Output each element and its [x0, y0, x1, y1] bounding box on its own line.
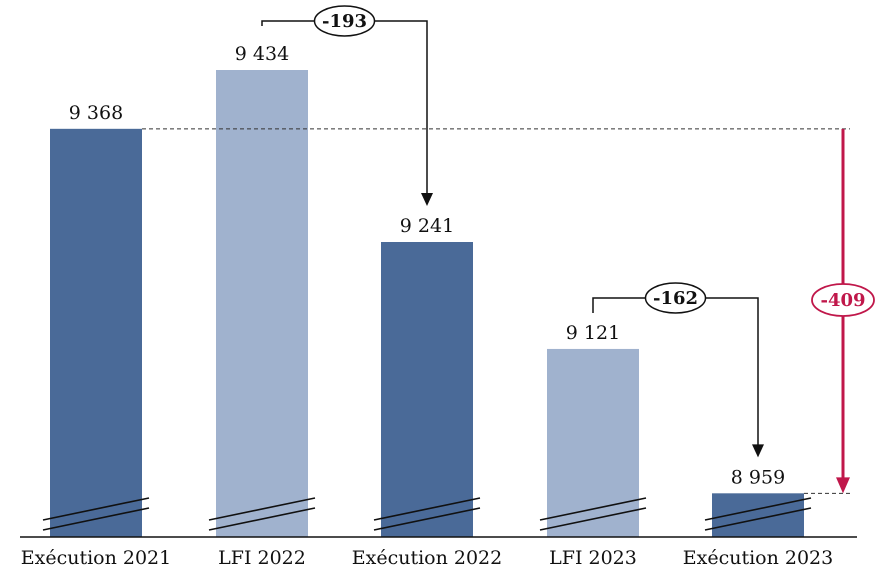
value-label-lfi-2022: 9 434 [235, 43, 289, 65]
category-label-lfi-2022: LFI 2022 [218, 547, 306, 569]
axis-breaks-group [42, 497, 812, 531]
category-label-execution-2022: Exécution 2022 [352, 547, 503, 569]
total-change-arrowhead [836, 477, 850, 494]
bar-lfi-2023 [547, 348, 639, 537]
connector-arrowhead-2 [752, 444, 764, 458]
connector-arrowhead-1 [421, 193, 433, 206]
category-label-execution-2023: Exécution 2023 [683, 547, 834, 569]
axis-break-mark [704, 507, 812, 531]
value-label-lfi-2023: 9 121 [566, 322, 620, 344]
difference-badge-1 [313, 5, 376, 37]
total-change-label: -409 [820, 290, 865, 311]
axis-break-mark [373, 507, 481, 531]
difference-label-1: -193 [322, 11, 367, 32]
axis-break-mark [539, 507, 647, 531]
value-label-execution-2023: 8 959 [731, 466, 785, 488]
difference-badge-2 [644, 282, 707, 314]
annotations-group: -193 -162 -409 [142, 5, 875, 494]
value-label-execution-2022: 9 241 [400, 215, 454, 237]
axis-break-mark [42, 507, 150, 531]
bar-lfi-2022 [216, 70, 308, 537]
axis-break-mark [208, 497, 316, 521]
total-change-badge [811, 283, 875, 317]
bar-execution-2022 [381, 242, 473, 537]
bar-execution-2021 [50, 128, 142, 537]
category-labels-group: Exécution 2021 LFI 2022 Exécution 2022 LFI … [21, 547, 834, 569]
axis-break-mark [704, 497, 812, 521]
axis-break-mark [208, 507, 316, 531]
axis-break-mark [42, 497, 150, 521]
axis-break-mark [373, 497, 481, 521]
difference-label-2: -162 [653, 288, 698, 309]
value-labels-group: 9 368 9 434 9 241 9 121 8 959 [69, 43, 785, 488]
value-label-execution-2021: 9 368 [69, 102, 123, 124]
category-label-lfi-2023: LFI 2023 [549, 547, 637, 569]
axis-break-mark [539, 497, 647, 521]
category-label-execution-2021: Exécution 2021 [21, 547, 172, 569]
